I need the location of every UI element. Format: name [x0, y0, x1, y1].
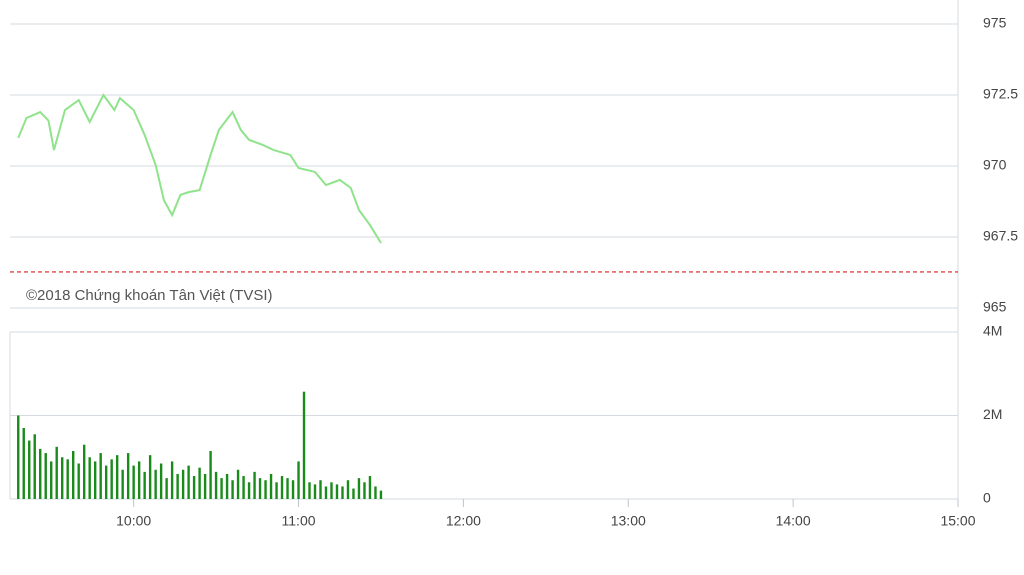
- volume-bar: [159, 463, 163, 499]
- volume-bar: [363, 482, 366, 499]
- y-tick-label: 2M: [983, 406, 1002, 422]
- volume-bar: [357, 478, 361, 499]
- y-tick-label: 970: [983, 157, 1007, 173]
- volume-bar: [330, 482, 333, 499]
- y-tick-label: 972.5: [983, 86, 1018, 102]
- volume-bar: [72, 450, 75, 499]
- volume-bar: [88, 457, 91, 499]
- volume-bar: [170, 461, 174, 499]
- volume-bar: [275, 482, 278, 499]
- volume-bar: [66, 459, 69, 499]
- volume-bar: [137, 461, 141, 499]
- volume-bar: [61, 457, 64, 499]
- volume-bar: [33, 434, 36, 499]
- volume-bar: [341, 486, 344, 499]
- volume-bar: [198, 467, 201, 499]
- y-tick-label: 4M: [983, 323, 1002, 339]
- volume-bar: [231, 480, 234, 499]
- x-tick-label: 14:00: [776, 513, 811, 529]
- volume-bar: [247, 482, 251, 499]
- volume-bar: [297, 461, 300, 499]
- volume-bar: [203, 473, 207, 499]
- volume-bar: [82, 444, 86, 499]
- volume-bar: [319, 480, 322, 499]
- volume-bar: [379, 490, 383, 499]
- volume-bar: [225, 473, 229, 499]
- volume-bar: [374, 486, 377, 499]
- volume-bar: [291, 480, 295, 499]
- volume-bar: [280, 476, 284, 499]
- volume-bar: [258, 478, 262, 499]
- volume-bar: [104, 465, 108, 499]
- volume-bar: [286, 478, 289, 499]
- volume-bar: [148, 455, 152, 499]
- volume-bar: [242, 476, 245, 499]
- volume-bar: [176, 473, 179, 499]
- volume-bar: [99, 453, 102, 499]
- volume-bar: [181, 469, 185, 499]
- x-tick-label: 12:00: [446, 513, 481, 529]
- volume-bar: [302, 391, 306, 499]
- watermark: ©2018 Chứng khoán Tân Việt (TVSI): [26, 287, 273, 304]
- volume-bar: [192, 476, 196, 499]
- volume-bar: [308, 482, 311, 499]
- volume-bar: [264, 480, 267, 499]
- volume-bar: [220, 478, 223, 499]
- volume-bar: [313, 484, 317, 499]
- volume-bar: [110, 459, 113, 499]
- volume-bar: [346, 480, 350, 499]
- y-tick-label: 975: [983, 15, 1007, 31]
- volume-bar: [132, 465, 135, 499]
- volume-bar: [121, 469, 124, 499]
- volume-bar: [368, 476, 372, 499]
- y-tick-label: 967.5: [983, 228, 1018, 244]
- volume-bar: [143, 471, 146, 499]
- volume-bar: [154, 469, 157, 499]
- volume-bar: [352, 488, 355, 499]
- volume-bar: [50, 461, 53, 499]
- volume-bar: [214, 471, 218, 499]
- volume-bar: [22, 428, 25, 499]
- volume-bar: [236, 469, 240, 499]
- volume-bar: [115, 455, 119, 499]
- volume-bar: [165, 478, 168, 499]
- x-tick-label: 13:00: [611, 513, 646, 529]
- volume-bar: [55, 446, 58, 499]
- y-tick-label: 965: [983, 299, 1007, 315]
- x-tick-label: 11:00: [282, 513, 316, 529]
- volume-bar: [93, 461, 97, 499]
- volume-bar: [17, 415, 20, 499]
- volume-bar: [324, 486, 328, 499]
- volume-bar: [77, 463, 80, 499]
- x-tick-label: 15:00: [940, 513, 975, 529]
- volume-bar: [28, 440, 31, 499]
- volume-bar: [335, 484, 339, 499]
- x-tick-label: 10:00: [116, 513, 151, 529]
- volume-bar: [44, 453, 47, 499]
- y-tick-label: 0: [983, 490, 991, 506]
- volume-bar: [39, 448, 42, 499]
- volume-bar: [187, 465, 190, 499]
- volume-bar: [269, 473, 273, 499]
- volume-bar: [253, 471, 256, 499]
- volume-bar: [126, 453, 130, 499]
- volume-bar: [209, 450, 212, 499]
- price-line: [17, 93, 382, 244]
